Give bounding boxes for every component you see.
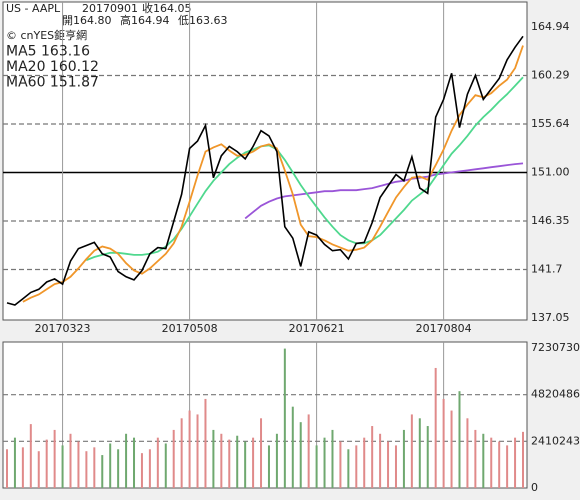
watermark: © cnYES鉅亨網 <box>6 28 87 42</box>
volume-bar <box>267 445 270 488</box>
volume-bar <box>450 410 453 488</box>
volume-bar <box>379 433 382 488</box>
y-tick-label: 146.35 <box>531 214 570 227</box>
ma-line <box>86 76 524 261</box>
volume-bar <box>204 398 207 488</box>
volume-bar <box>315 445 318 488</box>
symbol: US - AAPL <box>6 2 61 15</box>
volume-bar <box>426 426 429 488</box>
volume-bar <box>180 418 183 488</box>
volume-bar <box>252 437 255 488</box>
price-panel <box>2 1 528 321</box>
x-tick-label: 20170621 <box>289 322 345 335</box>
volume-bar <box>418 418 421 488</box>
volume-bar <box>291 406 294 488</box>
y2-tick-label: 72307300 <box>531 341 580 354</box>
volume-bar <box>474 429 477 488</box>
high: 高164.94 <box>120 13 170 27</box>
volume-bar <box>458 391 461 488</box>
volume-bar <box>6 449 8 488</box>
y-tick-label: 164.94 <box>531 20 570 33</box>
x-tick-label: 20170508 <box>162 322 218 335</box>
volume-bar <box>323 437 326 488</box>
y-tick-label: 141.7 <box>531 262 563 275</box>
volume-bar <box>172 429 175 488</box>
volume-bar <box>220 433 223 488</box>
volume-bar <box>490 437 493 488</box>
volume-bar <box>125 433 128 488</box>
volume-bar <box>363 437 366 488</box>
volume-bar <box>506 445 509 488</box>
volume-bar <box>196 414 199 488</box>
volume-bar <box>53 429 56 488</box>
volume-bar <box>228 439 231 488</box>
volume-bar <box>37 451 40 488</box>
volume-bar <box>109 443 112 488</box>
volume-bar <box>522 431 524 488</box>
volume-bar <box>387 441 390 488</box>
volume-bar <box>347 449 350 488</box>
y2-tick-label: 0 <box>531 481 538 494</box>
x-tick-label: 20170323 <box>35 322 91 335</box>
x-tick-label: 20170804 <box>416 322 472 335</box>
volume-bar <box>466 418 469 488</box>
volume-bar <box>283 348 286 488</box>
low: 低163.63 <box>178 14 228 27</box>
volume-bar <box>236 435 239 488</box>
volume-bar <box>482 433 485 488</box>
volume-bar <box>117 449 120 488</box>
volume-bar <box>188 410 191 488</box>
volume-bar <box>442 398 445 488</box>
volume-panel <box>2 341 528 489</box>
volume-bar <box>85 451 88 488</box>
volume-bar <box>21 447 24 488</box>
volume-bar <box>434 367 437 488</box>
volume-bar <box>77 441 80 488</box>
volume-bar <box>299 422 302 488</box>
y-tick-label: 151.00 <box>531 165 570 178</box>
volume-bar <box>212 429 215 488</box>
volume-bar <box>61 445 64 488</box>
y2-tick-label: 24102433 <box>531 434 580 447</box>
volume-bar <box>133 437 136 488</box>
y-tick-label: 160.29 <box>531 69 570 82</box>
volume-bar <box>355 445 358 488</box>
volume-bar <box>260 418 263 488</box>
volume-bar <box>307 414 310 488</box>
volume-bar <box>244 441 247 488</box>
volume-bar <box>514 437 517 488</box>
volume-bar <box>498 441 501 488</box>
volume-bar <box>13 437 16 488</box>
volume-bar <box>394 445 397 488</box>
y-tick-label: 137.05 <box>531 311 570 324</box>
legend-entry: MA60 151.87 <box>6 75 99 91</box>
volume-bar <box>164 443 167 488</box>
y-tick-label: 155.64 <box>531 117 570 130</box>
volume-bar <box>148 449 151 488</box>
volume-bar <box>402 429 405 488</box>
date: 20170901 <box>82 2 138 15</box>
legend-entry: MA20 160.12 <box>6 59 99 75</box>
close-line <box>6 35 524 306</box>
volume-bar <box>93 447 96 488</box>
ma-line <box>244 162 524 220</box>
volume-bar <box>339 441 342 488</box>
volume-bar <box>45 439 48 488</box>
volume-bar <box>156 437 159 488</box>
volume-bar <box>275 433 278 488</box>
volume-bar <box>29 424 32 488</box>
close: 收164.05 <box>142 1 192 15</box>
volume-bar <box>140 453 143 488</box>
volume-bar <box>331 429 334 488</box>
volume-bar <box>69 433 72 488</box>
volume-bar <box>101 455 104 488</box>
open: 開164.80 <box>62 14 112 27</box>
volume-bar <box>410 414 413 488</box>
volume-bar <box>371 426 374 488</box>
ma-line <box>22 45 524 303</box>
legend-entry: MA5 163.16 <box>6 44 90 60</box>
